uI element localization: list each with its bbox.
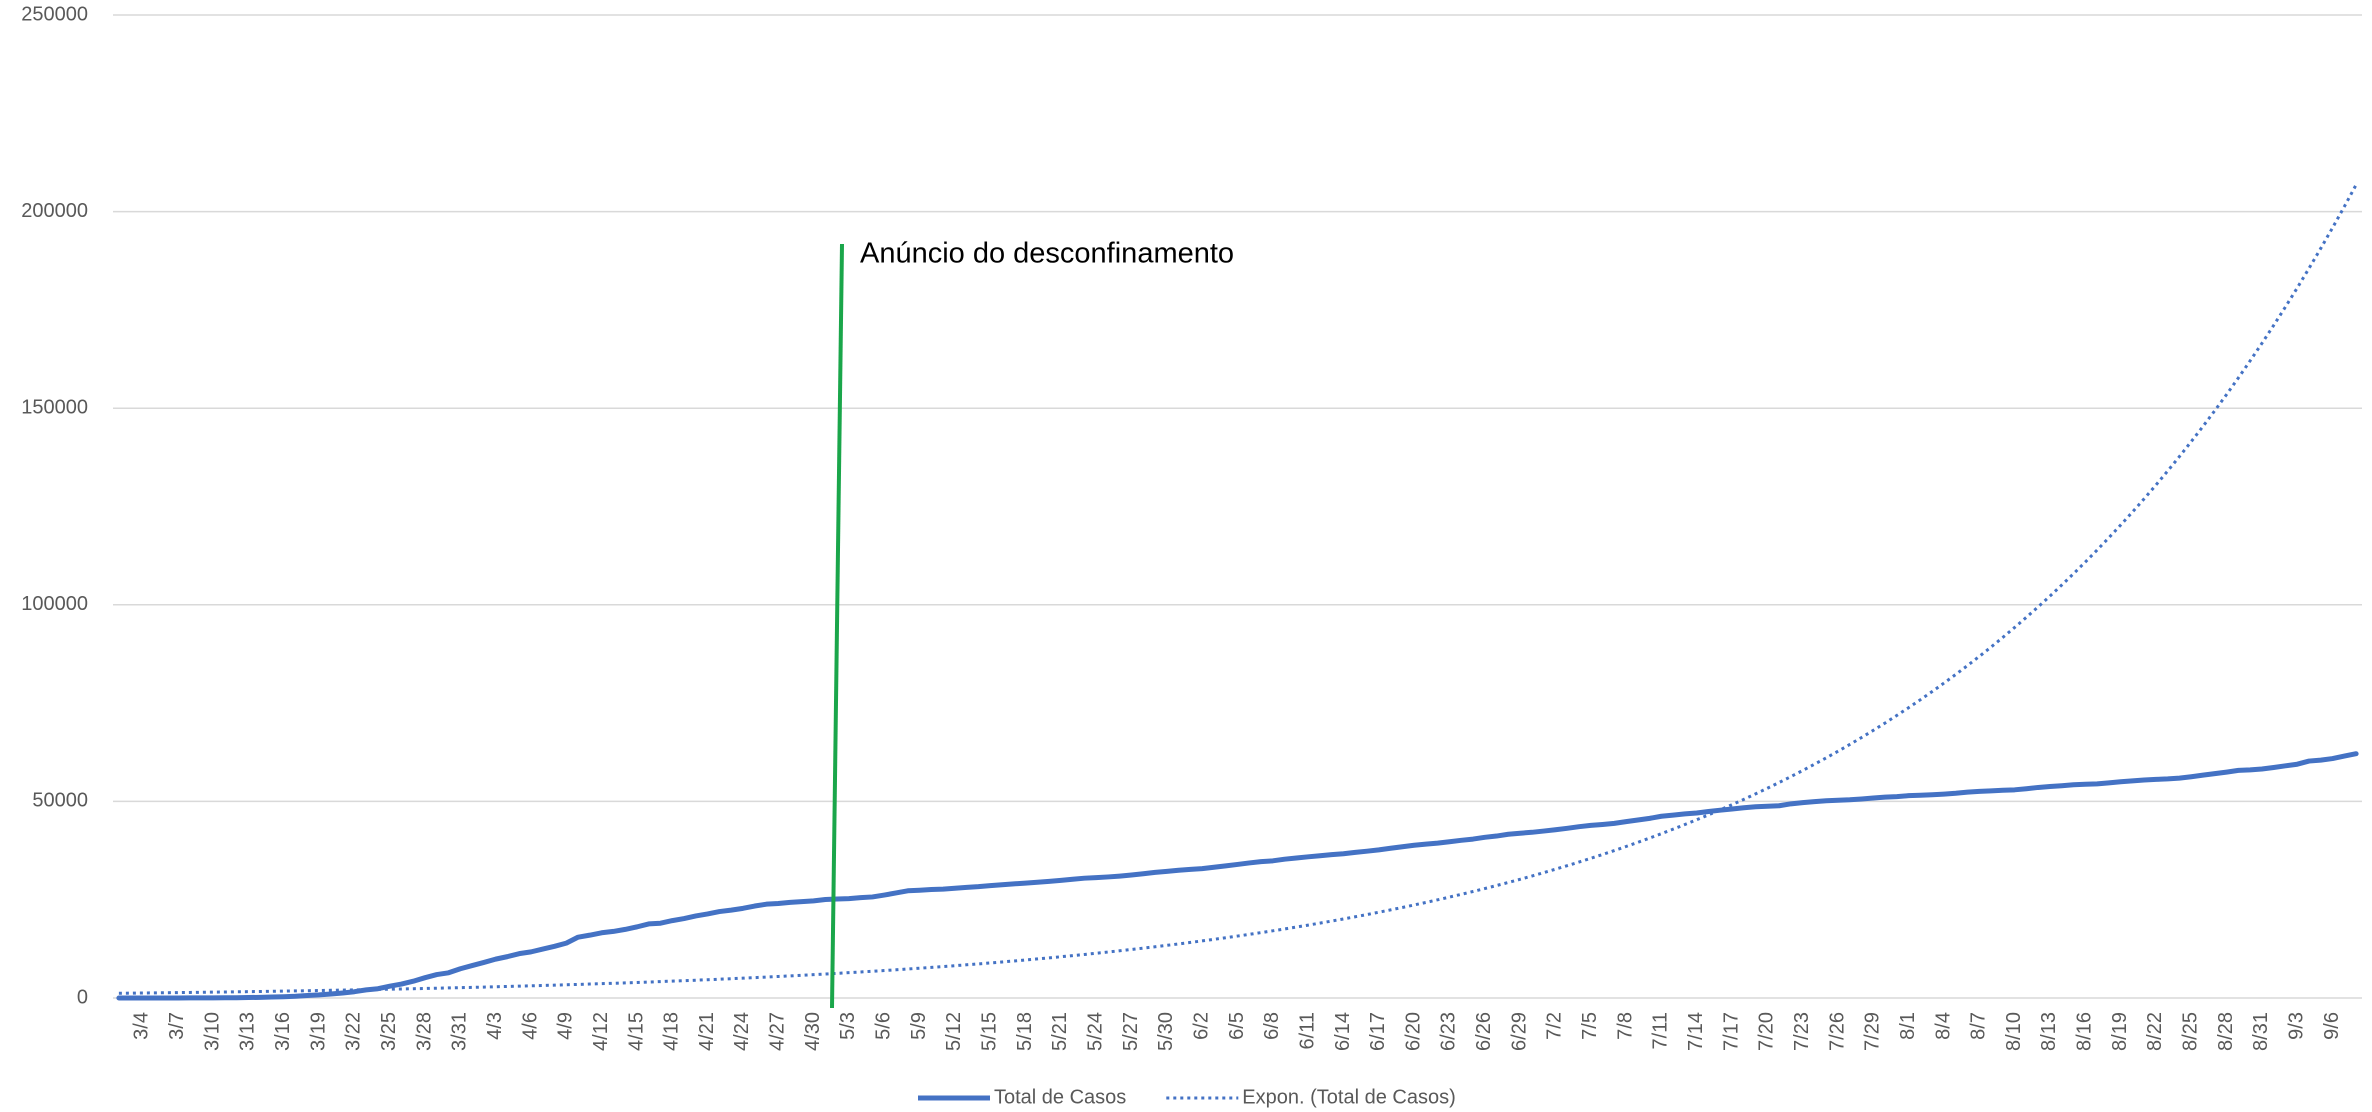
x-tick-label: 5/6 xyxy=(873,1012,895,1040)
x-tick-label: 5/3 xyxy=(837,1012,859,1040)
annotation-line xyxy=(830,243,844,1009)
y-tick-label: 250000 xyxy=(21,3,88,25)
x-tick-label: 4/6 xyxy=(519,1012,541,1040)
x-tick-label: 6/17 xyxy=(1367,1012,1389,1051)
y-tick-label: 150000 xyxy=(21,396,88,418)
x-tick-label: 8/28 xyxy=(2215,1012,2237,1051)
y-tick-label: 0 xyxy=(77,986,88,1008)
x-tick-label: 4/3 xyxy=(484,1012,506,1040)
x-tick-label: 8/31 xyxy=(2250,1012,2272,1051)
y-tick-label: 50000 xyxy=(32,790,88,812)
x-tick-label: 8/7 xyxy=(1968,1012,1990,1040)
x-tick-label: 8/4 xyxy=(1932,1012,1954,1040)
plot-area: 0 50000 100000 150000 200000 250000 3/4 3/7 3/10… xyxy=(21,3,2362,1108)
x-tick-label: 6/11 xyxy=(1296,1012,1318,1049)
x-tick-label: 7/2 xyxy=(1544,1012,1566,1040)
x-tick-label: 4/9 xyxy=(555,1012,577,1040)
x-tick-label: 4/30 xyxy=(802,1012,824,1051)
x-tick-label: 7/17 xyxy=(1720,1012,1742,1051)
x-tick-label: 7/26 xyxy=(1826,1012,1848,1051)
x-tick-label: 7/11 xyxy=(1650,1012,1672,1049)
x-tick-label: 7/14 xyxy=(1685,1012,1707,1051)
x-tick-label: 8/1 xyxy=(1897,1012,1919,1040)
y-tick-label: 200000 xyxy=(21,200,88,222)
x-tick-label: 3/7 xyxy=(166,1012,188,1040)
x-tick-label: 4/21 xyxy=(696,1012,718,1051)
x-tick-label: 6/5 xyxy=(1226,1012,1248,1040)
x-tick-label: 9/6 xyxy=(2321,1012,2343,1040)
x-tick-label: 6/26 xyxy=(1473,1012,1495,1051)
x-tick-label: 7/29 xyxy=(1862,1012,1884,1051)
x-tick-label: 3/31 xyxy=(449,1012,471,1051)
x-tick-label: 9/3 xyxy=(2286,1012,2308,1040)
x-tick-label: 4/12 xyxy=(590,1012,612,1051)
x-tick-label: 8/13 xyxy=(2038,1012,2060,1051)
x-tick-label: 3/13 xyxy=(237,1012,259,1051)
x-tick-label: 5/24 xyxy=(1084,1012,1106,1051)
x-tick-label: 5/21 xyxy=(1049,1012,1071,1051)
series-line xyxy=(118,184,2358,995)
x-tick-label: 7/23 xyxy=(1791,1012,1813,1051)
x-tick-label: 6/2 xyxy=(1190,1012,1212,1040)
x-tick-label: 7/8 xyxy=(1614,1012,1636,1040)
series-line xyxy=(116,751,2359,1001)
x-tick-label: 8/16 xyxy=(2074,1012,2096,1051)
x-tick-label: 7/20 xyxy=(1756,1012,1778,1051)
y-tick-label: 100000 xyxy=(21,593,88,615)
legend-label: Total de Casos xyxy=(994,1086,1126,1108)
x-tick-label: 6/20 xyxy=(1402,1012,1424,1051)
x-tick-label: 4/24 xyxy=(731,1012,753,1051)
x-tick-label: 8/10 xyxy=(2003,1012,2025,1051)
x-tick-label: 4/27 xyxy=(767,1012,789,1051)
x-tick-label: 3/28 xyxy=(413,1012,435,1051)
x-tick-label: 5/18 xyxy=(1014,1012,1036,1051)
x-tick-label: 4/18 xyxy=(661,1012,683,1051)
x-tick-label: 3/19 xyxy=(307,1012,329,1051)
x-tick-label: 5/12 xyxy=(943,1012,965,1051)
x-tick-label: 3/16 xyxy=(272,1012,294,1051)
x-tick-label: 4/15 xyxy=(625,1012,647,1051)
x-tick-label: 6/29 xyxy=(1508,1012,1530,1051)
x-tick-label: 5/27 xyxy=(1120,1012,1142,1051)
x-tick-label: 3/25 xyxy=(378,1012,400,1051)
x-tick-label: 7/5 xyxy=(1579,1012,1601,1040)
x-tick-label: 3/10 xyxy=(201,1012,223,1051)
x-tick-label: 5/30 xyxy=(1155,1012,1177,1051)
x-tick-label: 5/9 xyxy=(908,1012,930,1040)
x-tick-label: 6/14 xyxy=(1332,1012,1354,1051)
x-tick-label: 5/15 xyxy=(979,1012,1001,1051)
legend-label: Expon. (Total de Casos) xyxy=(1242,1086,1455,1108)
x-tick-label: 3/22 xyxy=(343,1012,365,1051)
x-tick-label: 6/23 xyxy=(1438,1012,1460,1051)
x-tick-label: 6/8 xyxy=(1261,1012,1283,1040)
x-tick-label: 3/4 xyxy=(131,1012,153,1040)
x-tick-label: 8/25 xyxy=(2180,1012,2202,1051)
x-tick-label: 8/22 xyxy=(2144,1012,2166,1051)
annotation: Anúncio do desconfinamento xyxy=(860,238,1234,270)
x-tick-label: 8/19 xyxy=(2109,1012,2131,1051)
